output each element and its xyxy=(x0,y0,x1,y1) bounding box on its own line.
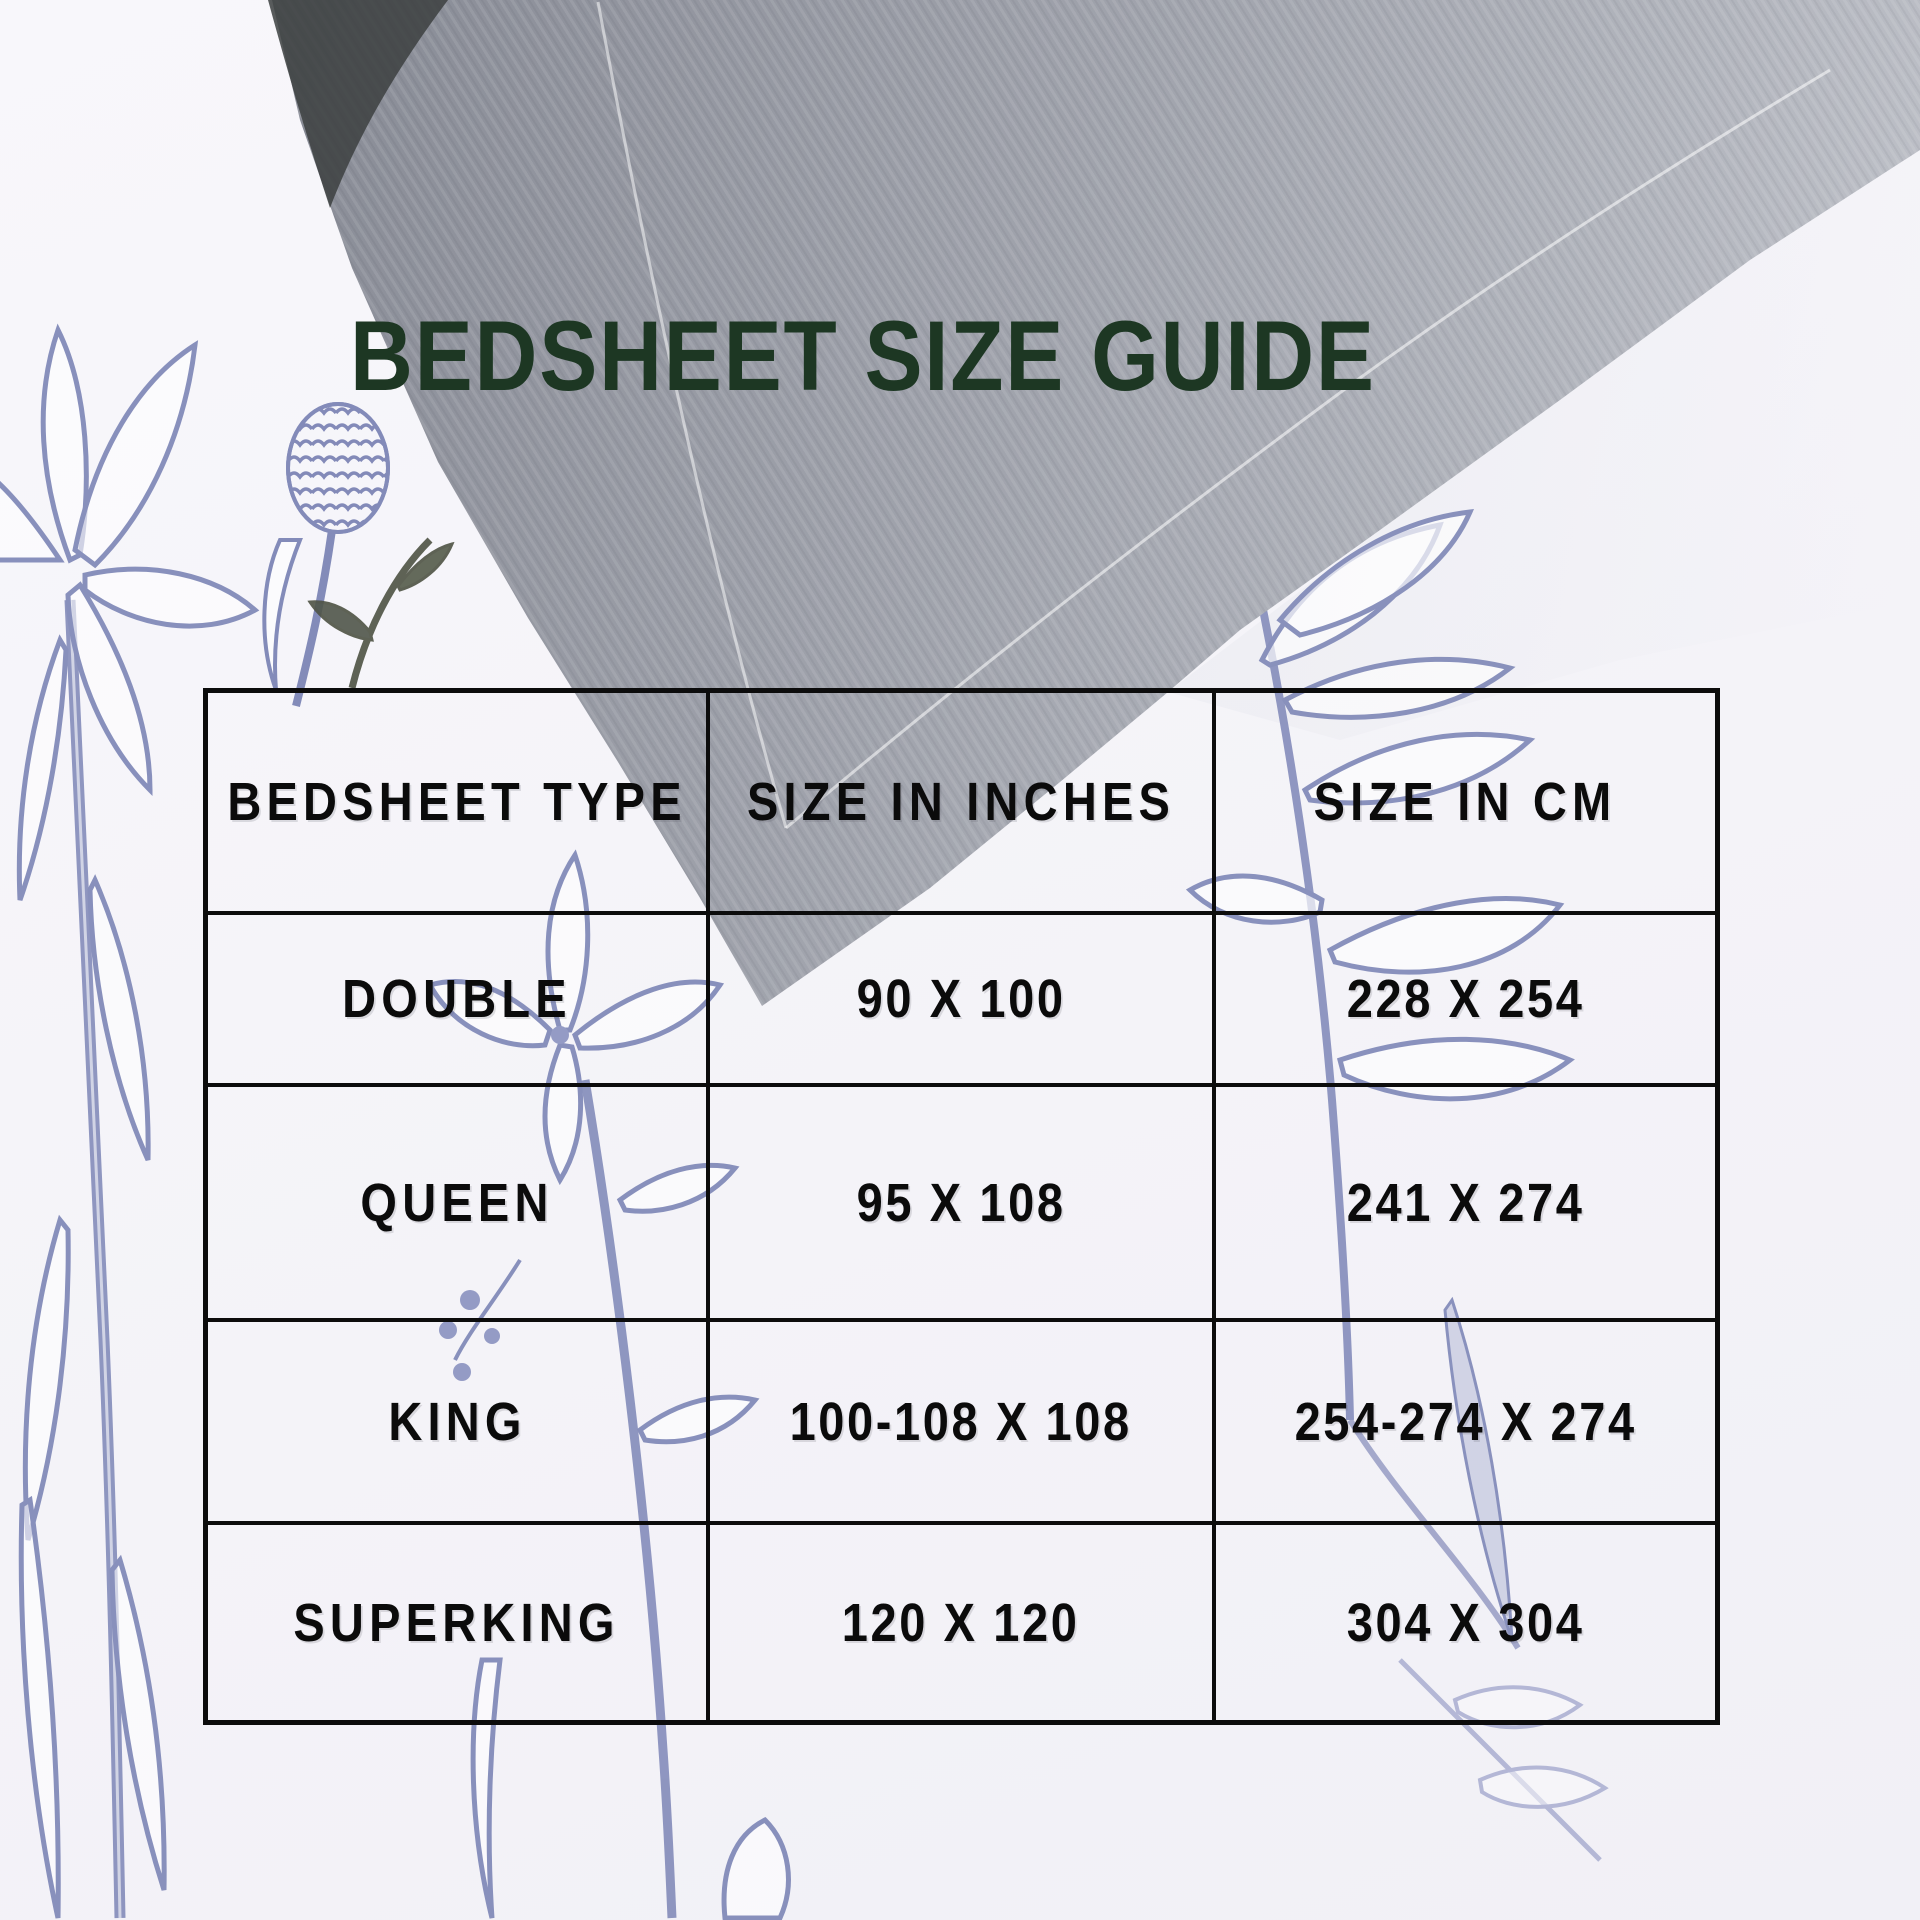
floral-bottom-right-sprig xyxy=(1398,1658,1609,1862)
cell-double-inches: 90 X 100 xyxy=(706,911,1212,1083)
header-label: SIZE IN INCHES xyxy=(746,772,1176,832)
size-value: 304 X 304 xyxy=(1346,1592,1585,1653)
header-label: BEDSHEET TYPE xyxy=(227,772,687,832)
type-label: KING xyxy=(387,1391,527,1452)
cell-king-type: KING xyxy=(208,1318,706,1521)
size-value: 100-108 X 108 xyxy=(789,1391,1133,1452)
cell-queen-cm: 241 X 274 xyxy=(1212,1083,1715,1318)
floral-center-plant xyxy=(426,849,791,1920)
size-value: 241 X 274 xyxy=(1346,1172,1585,1233)
size-value: 120 X 120 xyxy=(842,1592,1080,1653)
cell-double-type: DOUBLE xyxy=(208,911,706,1083)
dark-twig-illustration xyxy=(307,537,455,689)
cell-superking-type: SUPERKING xyxy=(208,1521,706,1720)
size-value: 228 X 254 xyxy=(1346,969,1585,1029)
cell-double-cm: 228 X 254 xyxy=(1212,911,1715,1083)
cell-superking-inches: 120 X 120 xyxy=(706,1521,1212,1720)
cell-superking-cm: 304 X 304 xyxy=(1212,1521,1715,1720)
floral-pinecone-bud xyxy=(262,402,390,707)
header-cell-size-inches: SIZE IN INCHES xyxy=(706,693,1212,911)
type-label: QUEEN xyxy=(360,1172,554,1233)
cell-queen-type: QUEEN xyxy=(208,1083,706,1318)
floral-left-plant xyxy=(0,323,260,1919)
header-label: SIZE IN CM xyxy=(1314,772,1617,832)
size-value: 90 X 100 xyxy=(856,969,1066,1029)
header-cell-bedsheet-type: BEDSHEET TYPE xyxy=(208,693,706,911)
cell-king-inches: 100-108 X 108 xyxy=(706,1318,1212,1521)
type-label: DOUBLE xyxy=(342,969,572,1029)
size-table: BEDSHEET TYPE SIZE IN INCHES SIZE IN CM … xyxy=(203,688,1720,1725)
dark-fold-sliver xyxy=(268,0,448,208)
size-value: 95 X 108 xyxy=(856,1172,1066,1233)
page-title: BEDSHEET SIZE GUIDE xyxy=(350,300,1376,411)
header-cell-size-cm: SIZE IN CM xyxy=(1212,693,1715,911)
size-value: 254-274 X 274 xyxy=(1294,1391,1637,1452)
type-label: SUPERKING xyxy=(293,1592,621,1653)
cell-king-cm: 254-274 X 274 xyxy=(1212,1318,1715,1521)
cell-queen-inches: 95 X 108 xyxy=(706,1083,1212,1318)
